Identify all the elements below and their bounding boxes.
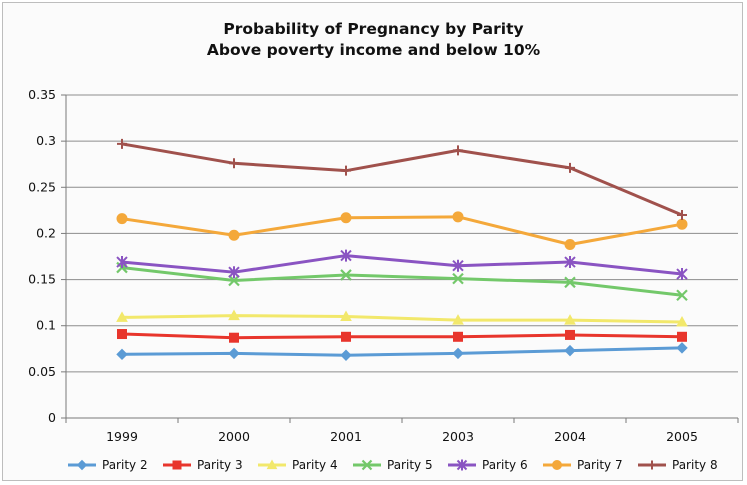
data-point [453,331,463,342]
data-point [565,162,575,173]
data-point [341,331,351,342]
series-line [121,266,683,297]
y-tick-label: 0.25 [28,179,56,194]
data-point [677,209,687,220]
x-tick-label: 2004 [554,429,586,444]
legend-marker [266,459,278,470]
data-point [116,213,128,225]
data-point [564,239,576,251]
data-point [117,138,127,149]
y-tick-label: 0.05 [28,364,56,379]
data-point [340,249,352,262]
legend-label: Parity 8 [672,458,718,472]
data-point [676,218,688,230]
data-point [340,269,352,281]
data-point [117,329,127,340]
data-point [116,256,128,269]
legend-marker [552,460,562,470]
chart-title: Probability of Pregnancy by Parity [223,20,524,38]
y-tick-label: 0.2 [36,225,56,240]
legend-marker [76,459,88,471]
data-point [340,212,352,224]
data-point [676,268,688,281]
data-point [564,276,576,289]
series-line [121,332,683,340]
x-tick-label: 2003 [442,429,474,444]
series-line [121,254,683,276]
series-line [121,314,683,324]
x-tick-label: 2000 [218,429,250,444]
legend-label: Parity 6 [482,458,528,472]
data-point [677,331,687,342]
data-point [564,256,576,269]
series-line [121,346,683,357]
legend-label: Parity 2 [102,458,148,472]
data-point [228,347,240,360]
y-tick-label: 0.15 [28,272,56,287]
data-point [116,311,128,322]
data-point [565,329,575,340]
data-point [228,309,240,321]
legend-label: Parity 4 [292,458,338,472]
data-point [116,348,128,361]
y-tick-label: 0.35 [28,87,56,102]
legend-marker [361,459,373,471]
data-point [676,342,688,354]
data-point [340,349,352,361]
legend-label: Parity 7 [577,458,623,472]
data-point [228,266,240,279]
data-point [229,332,239,343]
y-tick-label: 0.1 [36,318,56,333]
x-tick-label: 1999 [106,429,138,444]
series-line [121,142,683,217]
chart-area [2,2,743,481]
data-point [341,165,351,176]
data-point [452,272,464,285]
data-point [228,274,240,287]
legend-marker [456,459,468,471]
data-point [564,344,576,357]
data-point [228,229,240,241]
data-point [452,211,464,223]
chart-subtitle: Above poverty income and below 10% [206,41,541,59]
data-point [564,314,576,325]
series-line [121,215,683,247]
data-point [452,347,464,360]
data-point [676,315,688,327]
x-tick-label: 2005 [666,429,698,444]
legend-marker [172,460,182,470]
y-tick-label: 0 [48,410,56,425]
legend-label: Parity 3 [197,458,243,472]
data-point [452,259,464,272]
data-point [340,310,352,321]
data-point [453,145,463,156]
data-point [229,158,239,169]
legend-marker [647,460,657,470]
x-tick-label: 2001 [330,429,362,444]
y-tick-label: 0.3 [36,133,56,148]
data-point [452,314,464,325]
data-point [676,289,688,302]
legend-label: Parity 5 [387,458,433,472]
